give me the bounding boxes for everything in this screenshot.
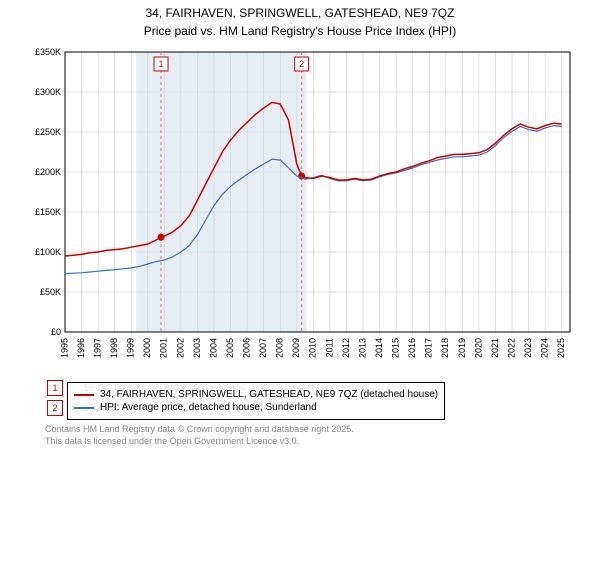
svg-text:£150K: £150K: [35, 207, 61, 217]
svg-text:1999: 1999: [126, 338, 136, 358]
svg-text:£200K: £200K: [35, 167, 61, 177]
legend-label: 34, FAIRHAVEN, SPRINGWELL, GATESHEAD, NE…: [100, 389, 438, 400]
svg-text:1998: 1998: [109, 338, 119, 358]
svg-text:£50K: £50K: [40, 287, 61, 297]
footer-line2: This data is licensed under the Open Gov…: [45, 436, 600, 448]
svg-text:1996: 1996: [76, 338, 86, 358]
legend: 34, FAIRHAVEN, SPRINGWELL, GATESHEAD, NE…: [67, 382, 445, 420]
svg-text:2024: 2024: [540, 338, 550, 358]
svg-text:2025: 2025: [556, 338, 566, 358]
svg-text:1: 1: [159, 59, 164, 69]
svg-text:2019: 2019: [457, 338, 467, 358]
legend-swatch: [74, 394, 94, 396]
legend-label: HPI: Average price, detached house, Sund…: [100, 402, 317, 413]
svg-text:2011: 2011: [324, 338, 334, 357]
svg-text:2010: 2010: [308, 338, 318, 358]
svg-text:2016: 2016: [407, 338, 417, 358]
legend-row: HPI: Average price, detached house, Sund…: [74, 402, 438, 413]
svg-text:2021: 2021: [490, 338, 500, 358]
svg-text:2018: 2018: [440, 338, 450, 358]
svg-text:2001: 2001: [159, 338, 169, 358]
svg-text:£100K: £100K: [35, 247, 61, 257]
svg-text:2022: 2022: [506, 338, 516, 358]
svg-text:2012: 2012: [341, 338, 351, 358]
svg-text:2007: 2007: [258, 338, 268, 358]
svg-text:2020: 2020: [473, 338, 483, 358]
svg-text:2014: 2014: [374, 338, 384, 358]
svg-text:2000: 2000: [142, 338, 152, 358]
svg-text:2: 2: [299, 59, 304, 69]
sale-marker-box: 1: [47, 380, 63, 396]
svg-text:2015: 2015: [391, 338, 401, 358]
svg-text:2009: 2009: [291, 338, 301, 358]
title-subtitle: Price paid vs. HM Land Registry's House …: [0, 24, 600, 38]
svg-text:£350K: £350K: [35, 47, 61, 57]
svg-text:£0: £0: [51, 327, 61, 337]
svg-text:2017: 2017: [424, 338, 434, 358]
svg-text:2008: 2008: [275, 338, 285, 358]
svg-text:2023: 2023: [523, 338, 533, 358]
svg-text:2005: 2005: [225, 338, 235, 358]
svg-text:£300K: £300K: [35, 87, 61, 97]
sale-marker-box: 2: [47, 400, 63, 416]
svg-text:2003: 2003: [192, 338, 202, 358]
price-chart: £0 £50K £100K £150K £200K £250K £300K £350K 1995…: [20, 42, 580, 372]
svg-text:1997: 1997: [92, 338, 102, 358]
chart-container: £0 £50K £100K £150K £200K £250K £300K £350K 1995…: [20, 42, 580, 372]
svg-text:2004: 2004: [208, 338, 218, 358]
footer-line1: Contains HM Land Registry data © Crown c…: [45, 424, 600, 436]
legend-row: 34, FAIRHAVEN, SPRINGWELL, GATESHEAD, NE…: [74, 389, 438, 400]
title-address: 34, FAIRHAVEN, SPRINGWELL, GATESHEAD, NE…: [0, 6, 600, 20]
legend-swatch: [74, 407, 94, 409]
footer-attribution: Contains HM Land Registry data © Crown c…: [45, 424, 600, 447]
svg-text:2013: 2013: [357, 338, 367, 358]
svg-text:2002: 2002: [175, 338, 185, 358]
svg-text:1995: 1995: [59, 338, 69, 358]
svg-text:2006: 2006: [242, 338, 252, 358]
svg-text:£250K: £250K: [35, 127, 61, 137]
